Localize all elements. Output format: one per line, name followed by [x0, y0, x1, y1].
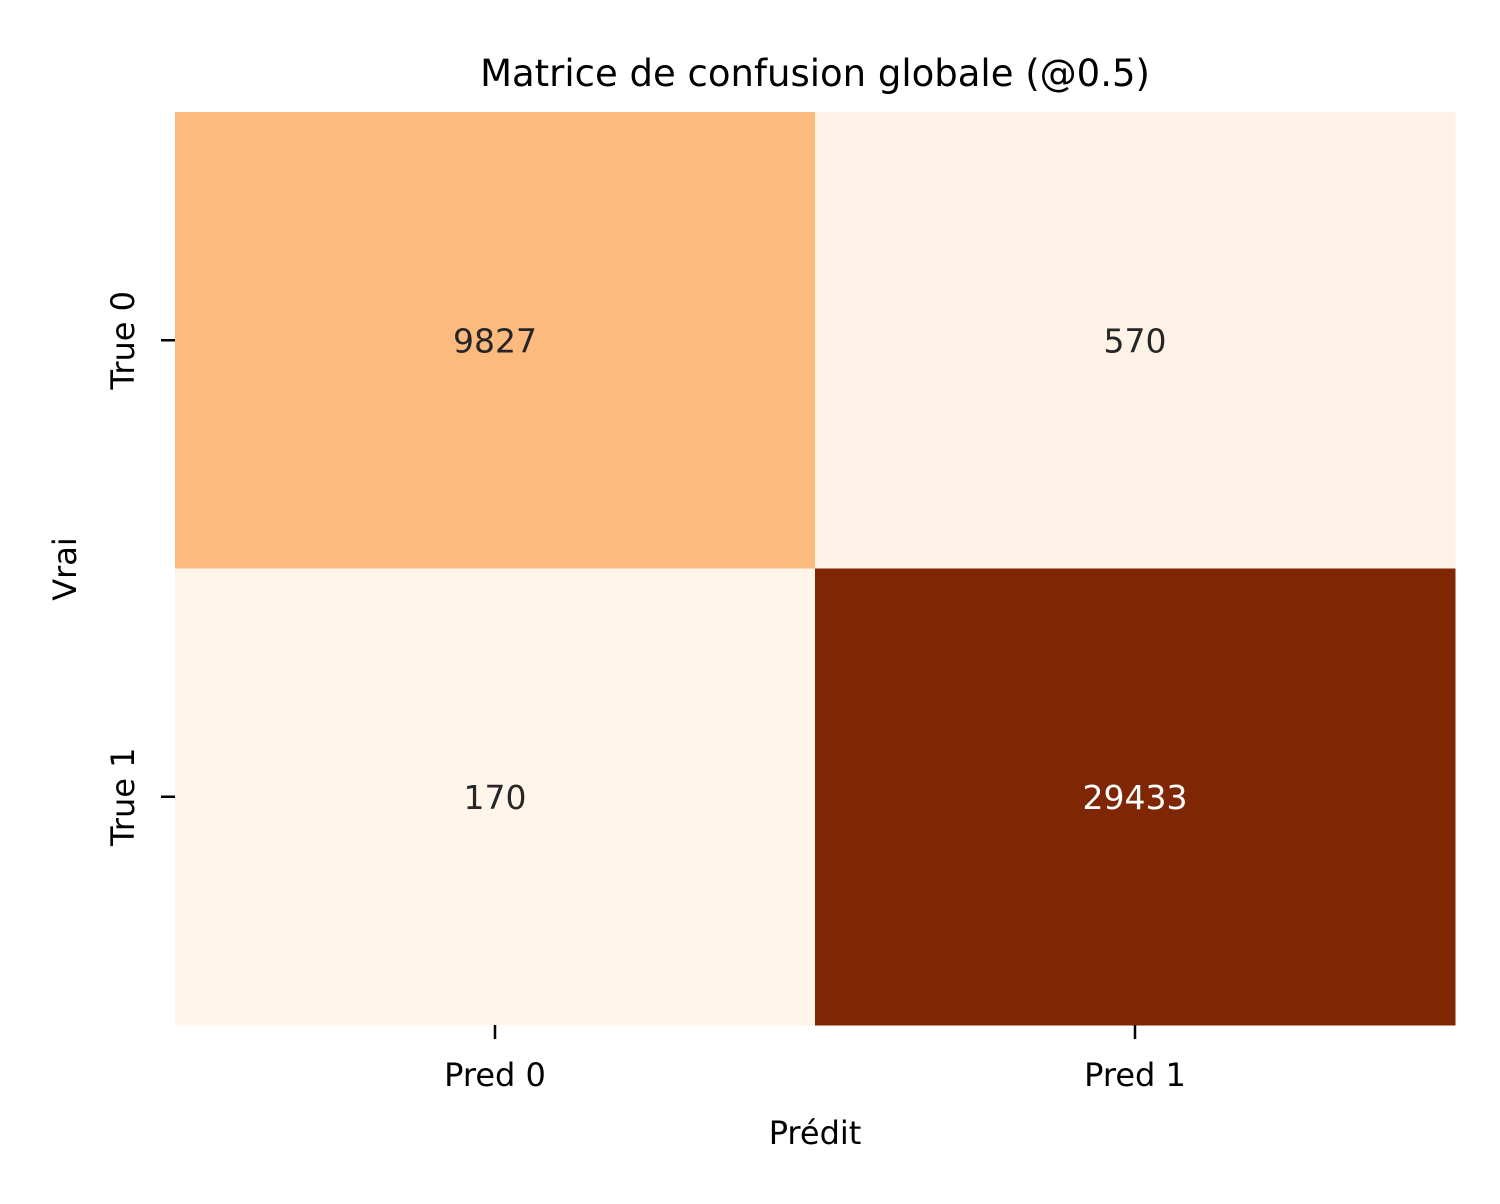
y-tick-label: True 1 [104, 748, 142, 848]
x-axis-label: Prédit [769, 1114, 862, 1152]
x-axis: Pred 0 Pred 1 [444, 1025, 1186, 1094]
y-axis: True 0 True 1 [104, 291, 175, 847]
heatmap-cell-r0-c0 [175, 112, 816, 569]
x-tick-label: Pred 0 [444, 1056, 546, 1094]
chart-title: Matrice de confusion globale (@0.5) [480, 52, 1150, 95]
cell-value-r1-c1: 29433 [1083, 778, 1188, 817]
heatmap-cell-r0-c1 [815, 112, 1456, 569]
heatmap-cell-r1-c1 [815, 568, 1456, 1026]
y-axis-label: Vrai [46, 537, 84, 601]
heatmap-cell-r1-c0 [175, 568, 816, 1026]
heatmap-cells [175, 112, 1456, 1026]
x-tick-label: Pred 1 [1084, 1056, 1186, 1094]
cell-value-r1-c0: 170 [464, 778, 527, 817]
cell-value-r0-c0: 9827 [453, 321, 537, 360]
cell-value-r0-c1: 570 [1104, 321, 1167, 360]
cell-annotations: 9827 570 170 29433 [453, 321, 1187, 817]
y-tick-label: True 0 [104, 291, 142, 391]
